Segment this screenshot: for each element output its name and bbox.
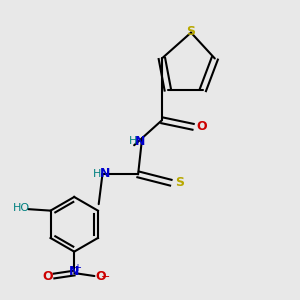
Text: S: S	[175, 176, 184, 189]
Text: H: H	[93, 169, 101, 179]
Text: O: O	[196, 120, 207, 133]
Text: +: +	[73, 263, 81, 273]
Text: −: −	[101, 272, 110, 282]
Text: N: N	[135, 135, 146, 148]
Text: O: O	[96, 270, 106, 283]
Text: O: O	[42, 270, 53, 283]
Text: S: S	[187, 25, 196, 38]
Text: HO: HO	[13, 203, 30, 213]
Text: N: N	[100, 167, 110, 180]
Text: N: N	[69, 266, 80, 278]
Text: H: H	[129, 136, 137, 146]
